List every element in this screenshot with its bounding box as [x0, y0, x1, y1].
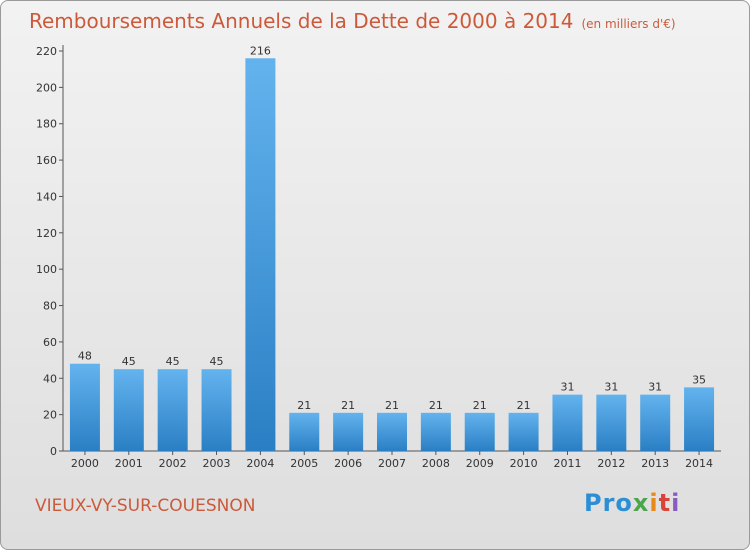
bar: [420, 412, 451, 451]
bar-value-label: 45: [122, 355, 136, 368]
y-tick-label: 20: [43, 409, 57, 422]
bar: [552, 394, 583, 451]
bar-value-label: 31: [648, 381, 662, 394]
y-tick-label: 100: [36, 263, 57, 276]
x-tick-label: 2008: [422, 457, 450, 470]
logo-part-1: Pro: [584, 489, 633, 517]
y-tick-label: 140: [36, 190, 57, 203]
bar-value-label: 45: [210, 355, 224, 368]
x-tick-label: 2004: [246, 457, 274, 470]
title-text: Remboursements Annuels de la Dette de 20…: [29, 9, 574, 33]
bar: [684, 387, 715, 451]
y-tick-label: 160: [36, 154, 57, 167]
x-tick-label: 2000: [71, 457, 99, 470]
bar-value-label: 21: [473, 399, 487, 412]
bar: [201, 369, 232, 451]
x-tick-label: 2003: [203, 457, 231, 470]
x-tick-label: 2002: [159, 457, 187, 470]
bar: [69, 363, 100, 451]
bar: [289, 412, 320, 451]
x-tick-label: 2006: [334, 457, 362, 470]
x-tick-label: 2013: [641, 457, 669, 470]
bar-value-label: 35: [692, 373, 706, 386]
x-tick-label: 2001: [115, 457, 143, 470]
logo-part-4: t: [658, 489, 672, 517]
x-tick-label: 2009: [466, 457, 494, 470]
chart-title: Remboursements Annuels de la Dette de 20…: [29, 9, 676, 33]
bar-value-label: 31: [560, 381, 574, 394]
bar: [640, 394, 671, 451]
bar-value-label: 21: [385, 399, 399, 412]
x-tick-label: 2010: [510, 457, 538, 470]
bar-value-label: 48: [78, 350, 92, 363]
x-tick-label: 2012: [597, 457, 625, 470]
bar-value-label: 21: [429, 399, 443, 412]
bar-value-label: 21: [341, 399, 355, 412]
bar: [157, 369, 188, 451]
x-tick-label: 2005: [290, 457, 318, 470]
y-tick-label: 40: [43, 372, 57, 385]
bar: [508, 412, 539, 451]
logo-part-5: i: [671, 489, 681, 517]
proxiti-logo: Proxiti: [584, 489, 680, 517]
bar-value-label: 21: [517, 399, 531, 412]
bar: [333, 412, 364, 451]
x-tick-label: 2007: [378, 457, 406, 470]
bar-value-label: 216: [250, 44, 271, 57]
bar: [245, 58, 276, 451]
logo-part-2: x: [632, 489, 650, 517]
y-tick-label: 220: [36, 45, 57, 58]
bar-value-label: 45: [166, 355, 180, 368]
bar: [113, 369, 144, 451]
y-tick-label: 200: [36, 81, 57, 94]
bar: [596, 394, 627, 451]
y-tick-label: 60: [43, 336, 57, 349]
bar-value-label: 31: [604, 381, 618, 394]
y-tick-label: 0: [50, 445, 57, 458]
commune-name: VIEUX-VY-SUR-COUESNON: [35, 496, 256, 516]
bar: [377, 412, 407, 451]
y-tick-label: 80: [43, 300, 57, 313]
y-tick-label: 180: [36, 118, 57, 131]
x-tick-label: 2011: [553, 457, 581, 470]
logo-part-3: i: [649, 489, 659, 517]
title-unit: (en milliers d'€): [581, 17, 676, 31]
x-tick-label: 2014: [685, 457, 713, 470]
y-tick-label: 120: [36, 227, 57, 240]
bar: [464, 412, 495, 451]
bar-value-label: 21: [297, 399, 311, 412]
